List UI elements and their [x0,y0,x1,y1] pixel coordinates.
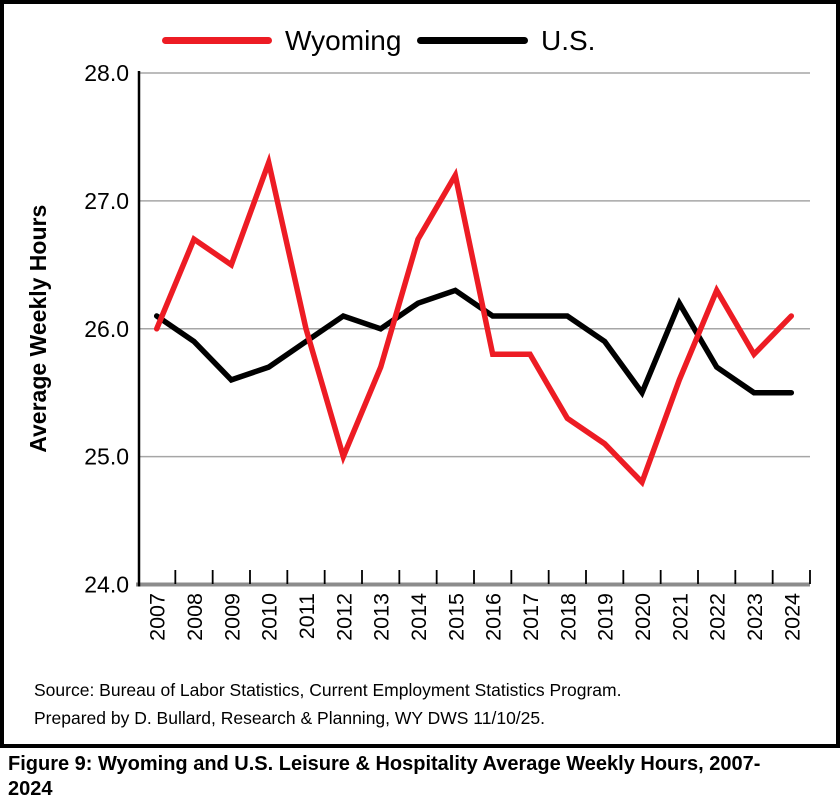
us-series-line [153,287,795,399]
y-tick-label-28.0: 28.0 [84,60,129,86]
legend-label-wyoming: Wyoming [285,25,402,56]
y-tick-label-27.0: 27.0 [84,188,129,214]
x-tick-label-2008: 2008 [183,593,207,641]
figure-caption-line-1: Figure 9: Wyoming and U.S. Leisure & Hos… [8,753,761,775]
wyoming-series-line [153,152,795,488]
figure-caption-line-2: 2024 [8,778,53,800]
x-tick-label-2014: 2014 [407,593,431,641]
x-tick-label-2018: 2018 [556,593,580,641]
figure-caption: Figure 9: Wyoming and U.S. Leisure & Hos… [8,752,834,802]
x-tick-label-2016: 2016 [482,593,506,641]
legend-label-us: U.S. [541,25,596,56]
wyoming-line-swatch [162,37,272,44]
us-line-swatch [417,37,528,44]
y-axis-title: Average Weekly Hours [25,205,51,453]
x-tick-label-2009: 2009 [220,593,244,641]
source-note: Source: Bureau of Labor Statistics, Curr… [34,676,621,732]
y-tick-label-26.0: 26.0 [84,316,129,342]
x-tick-label-2017: 2017 [519,593,543,641]
figure-panel: 28.0 27.0 26.0 25.0 24.0 2007 2008 2009 2010 2011… [0,0,840,748]
x-tick-label-2021: 2021 [668,593,692,641]
y-tick-label-24.0: 24.0 [84,572,129,598]
x-tick-label-2024: 2024 [780,593,804,641]
line-chart: 28.0 27.0 26.0 25.0 24.0 2007 2008 2009 2010 2011… [25,60,811,641]
x-tick-label-2012: 2012 [332,593,356,641]
x-tick-label-2015: 2015 [444,593,468,641]
x-tick-label-2011: 2011 [295,593,319,639]
x-tick-label-2010: 2010 [258,593,282,641]
x-tick-label-2007: 2007 [146,593,170,641]
x-tick-label-2023: 2023 [743,593,767,641]
x-tick-label-2019: 2019 [594,593,618,641]
source-line-1: Source: Bureau of Labor Statistics, Curr… [34,680,622,700]
source-line-2: Prepared by D. Bullard, Research & Plann… [34,708,545,728]
y-tick-label-25.0: 25.0 [84,444,129,470]
x-tick-label-2022: 2022 [706,593,730,641]
x-tick-label-2020: 2020 [631,593,655,641]
x-tick-label-2013: 2013 [370,593,394,641]
